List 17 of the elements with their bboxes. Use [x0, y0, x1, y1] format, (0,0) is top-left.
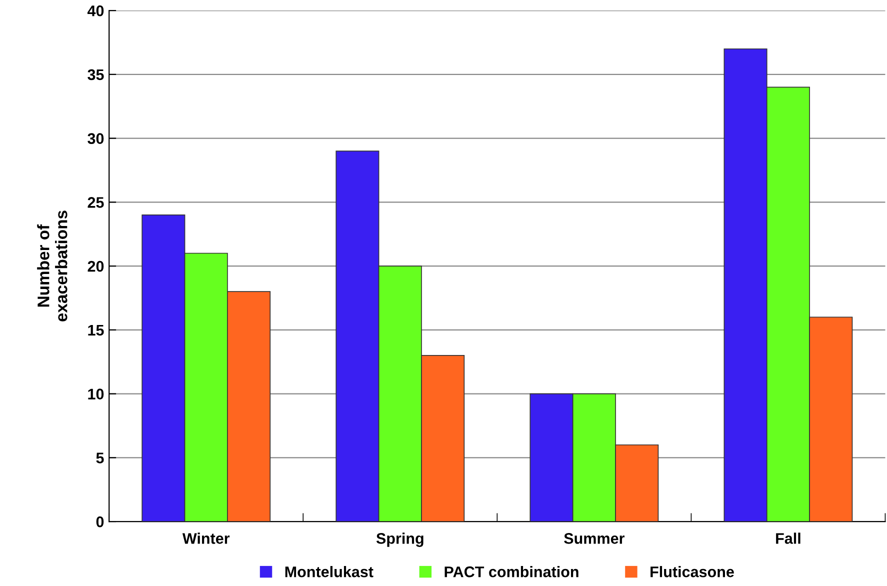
y-tick-label: 15 — [88, 324, 104, 336]
legend-label: Fluticasone — [650, 566, 734, 578]
y-tick-label: 35 — [88, 69, 104, 80]
y-tick-label: 20 — [88, 260, 104, 272]
y-axis-title: Number of exacerbations — [37, 210, 68, 322]
x-tick-label: Spring — [376, 532, 424, 547]
legend-label: Montelukast — [285, 566, 374, 578]
legend-label: PACT combination — [444, 566, 578, 578]
y-tick-label: 30 — [88, 133, 104, 144]
y-tick-label: 25 — [88, 197, 104, 208]
y-tick-label: 5 — [96, 452, 104, 464]
x-tick-label: Fall — [776, 532, 800, 544]
y-tick-label: 0 — [96, 516, 104, 528]
y-tick-label: 10 — [88, 388, 104, 400]
x-tick-label: Winter — [182, 532, 230, 544]
x-tick-label: Summer — [564, 533, 625, 544]
y-tick-label: 40 — [87, 5, 104, 16]
